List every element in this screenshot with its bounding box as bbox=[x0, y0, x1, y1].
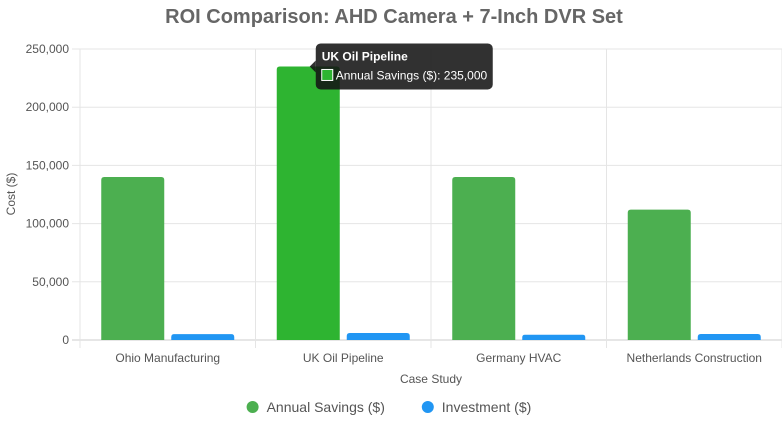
legend-marker bbox=[421, 401, 434, 413]
bar-annual-savings[interactable] bbox=[452, 177, 516, 340]
y-tick-label: 0 bbox=[62, 333, 69, 347]
bar-investment[interactable] bbox=[346, 333, 410, 340]
bar-annual-savings[interactable] bbox=[627, 209, 691, 340]
x-tick-label: Ohio Manufacturing bbox=[115, 351, 220, 365]
tooltip-title: UK Oil Pipeline bbox=[322, 49, 408, 63]
y-tick-label: 200,000 bbox=[26, 100, 70, 114]
bar-annual-savings[interactable] bbox=[276, 66, 340, 341]
tooltip-swatch bbox=[321, 68, 334, 81]
legend: Annual Savings ($) Investment ($) bbox=[246, 399, 531, 415]
tooltip-caret bbox=[309, 60, 316, 73]
y-tick-label: 100,000 bbox=[26, 217, 70, 231]
x-axis-title: Case Study bbox=[400, 372, 462, 386]
bar-annual-savings[interactable] bbox=[101, 177, 165, 340]
legend-marker bbox=[246, 401, 259, 413]
bar-investment[interactable] bbox=[522, 334, 586, 340]
tooltip: UK Oil Pipeline Annual Savings ($): 235,0… bbox=[309, 43, 493, 90]
tooltip-label: Annual Savings ($): 235,000 bbox=[336, 68, 488, 82]
legend-label[interactable]: Investment ($) bbox=[442, 399, 531, 415]
bars bbox=[101, 66, 761, 341]
bar-investment[interactable] bbox=[697, 333, 761, 340]
x-tick-label: UK Oil Pipeline bbox=[303, 351, 384, 365]
x-tick-label: Germany HVAC bbox=[476, 351, 561, 365]
chart-title: ROI Comparison: AHD Camera + 7-Inch DVR … bbox=[165, 6, 623, 28]
y-tick-label: 250,000 bbox=[26, 42, 70, 56]
x-axis-ticks: Ohio Manufacturing UK Oil Pipeline Germany… bbox=[115, 351, 762, 365]
legend-label[interactable]: Annual Savings ($) bbox=[267, 399, 385, 415]
tooltip-box bbox=[315, 43, 493, 90]
y-tick-label: 50,000 bbox=[32, 275, 69, 289]
y-axis-ticks: 0 50,000 100,000 150,000 200,000 250,000 bbox=[26, 42, 70, 347]
x-tick-label: Netherlands Construction bbox=[627, 351, 762, 365]
y-axis-title: Cost ($) bbox=[4, 173, 18, 216]
bar-investment[interactable] bbox=[171, 334, 235, 340]
y-tick-label: 150,000 bbox=[26, 158, 70, 172]
